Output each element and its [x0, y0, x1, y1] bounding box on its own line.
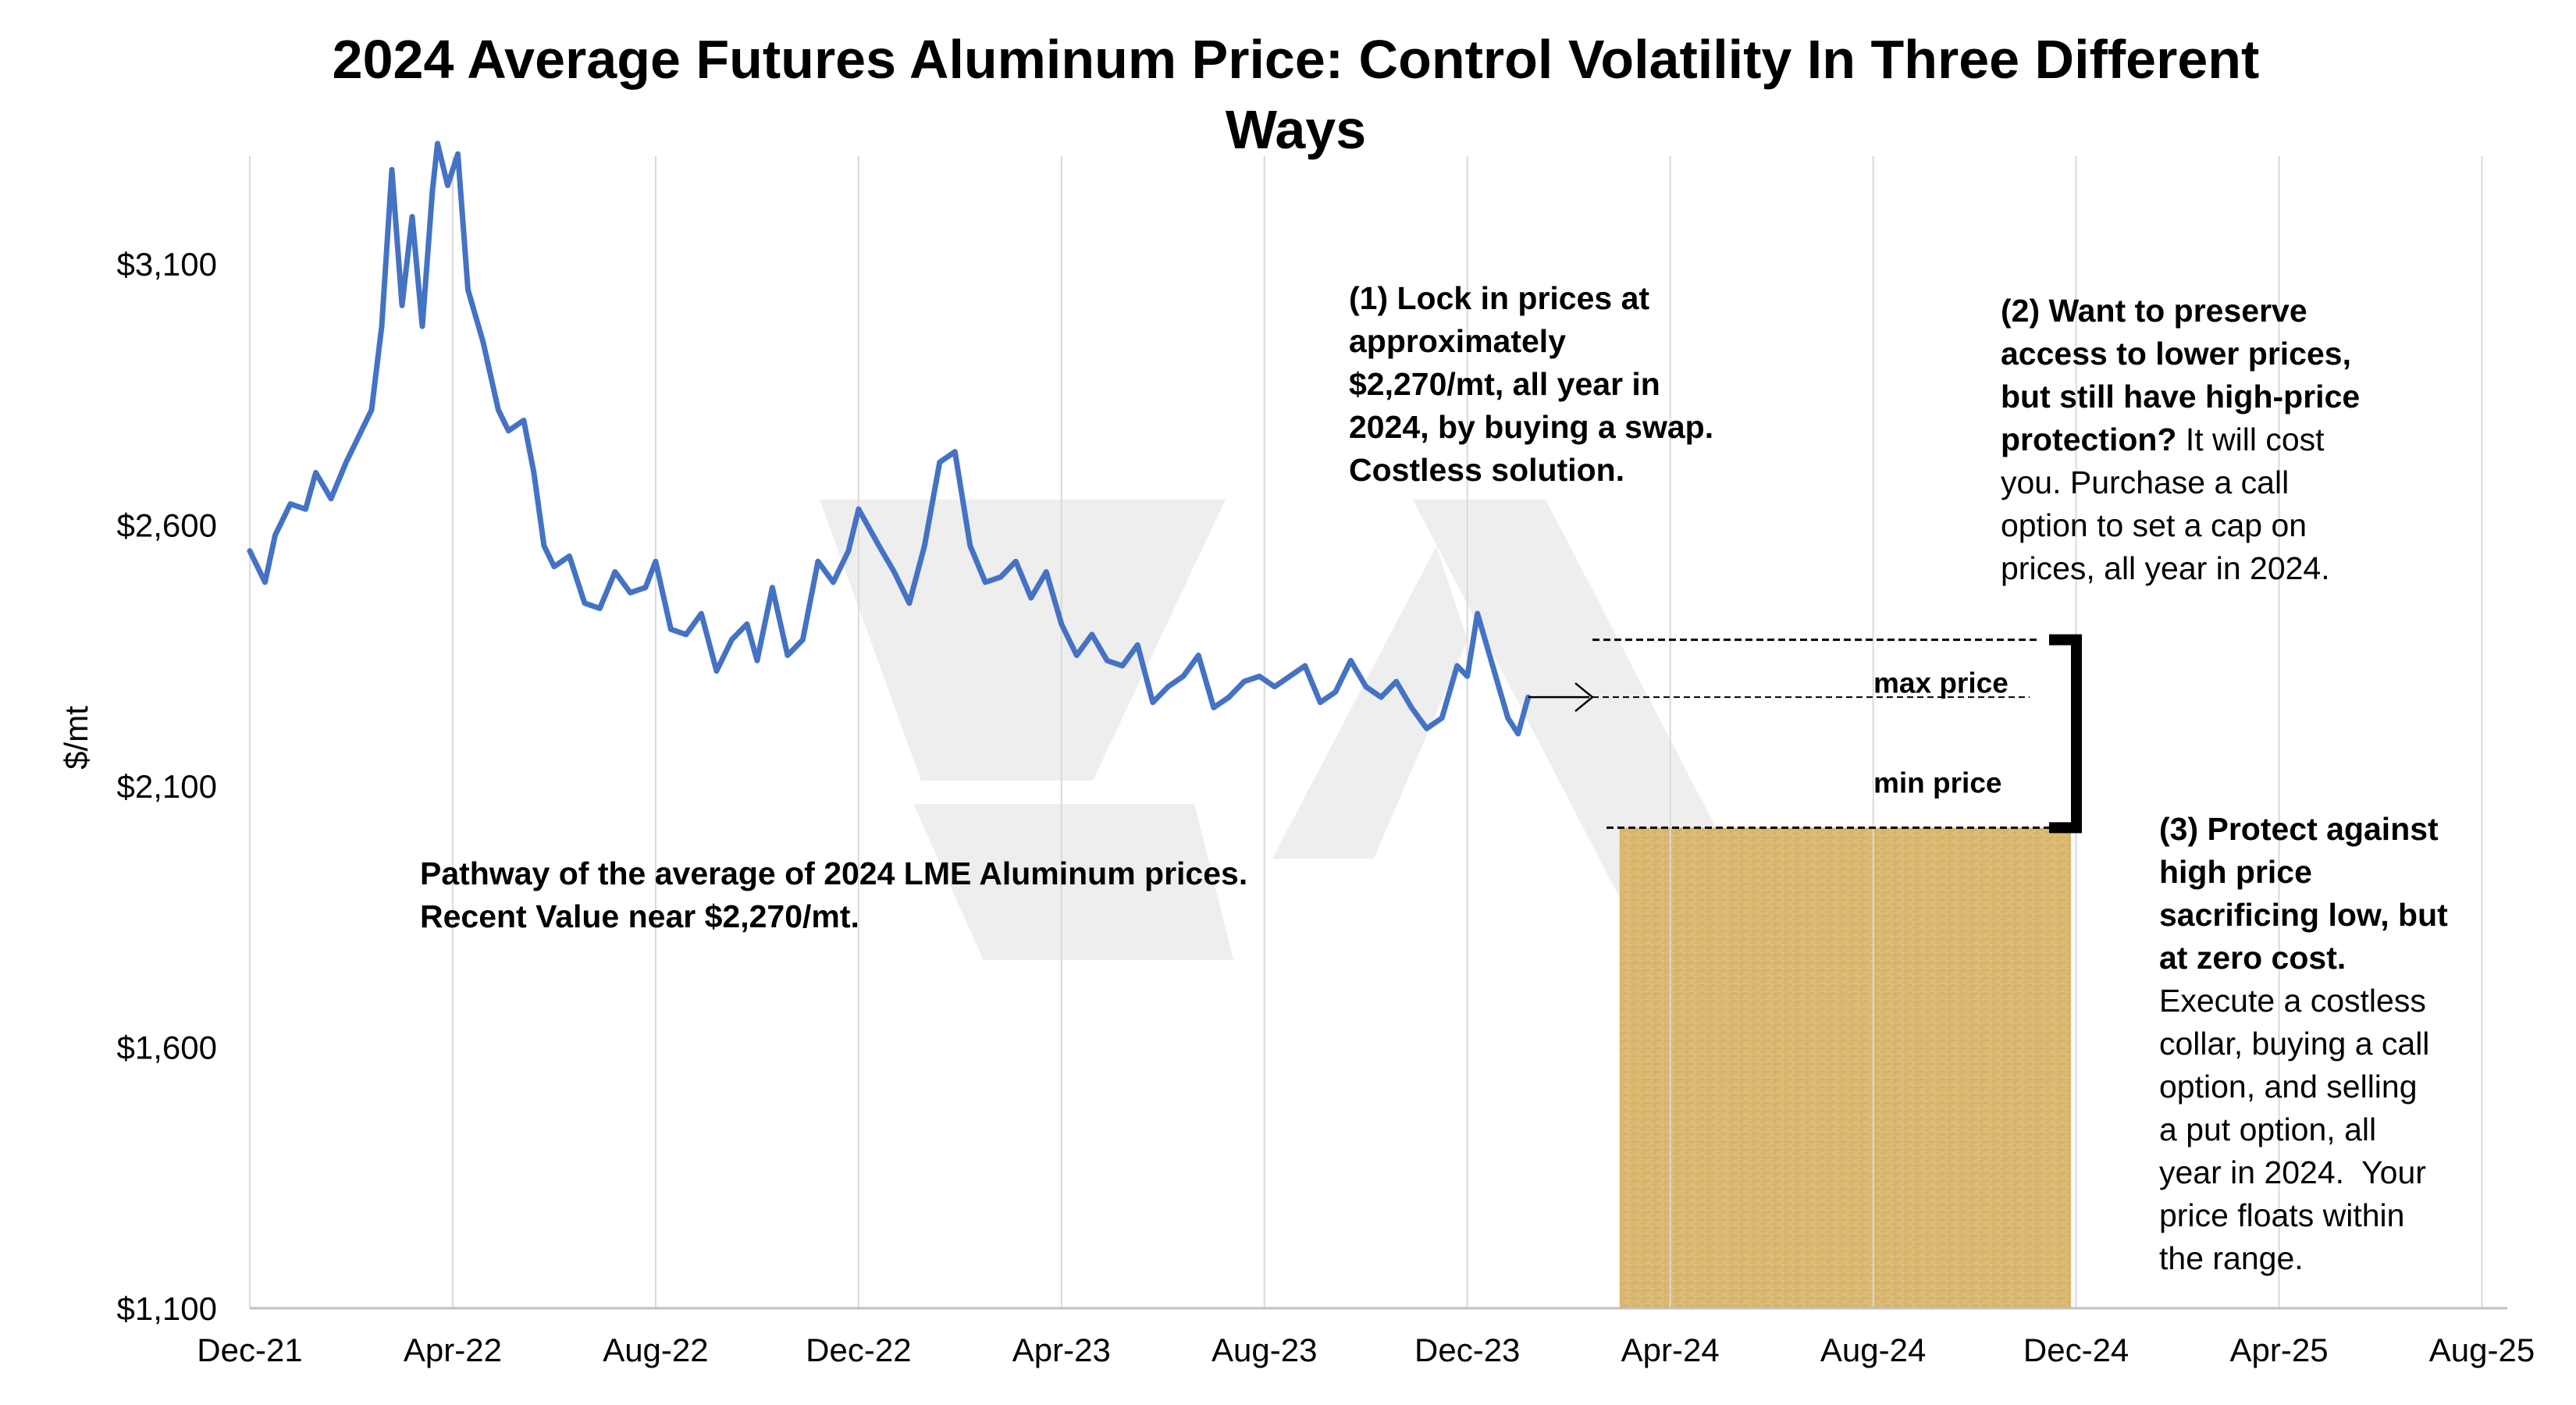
- option-3-line: high price: [2159, 854, 2312, 890]
- x-tick-label: Dec-22: [806, 1332, 911, 1368]
- y-axis-label: $/mt: [58, 706, 94, 770]
- option-3-line: option, and selling: [2159, 1069, 2418, 1104]
- range-bracket: [2049, 634, 2082, 834]
- x-tick-label: Apr-23: [1012, 1332, 1111, 1368]
- pathway-note: Pathway of the average of 2024 LME Alumi…: [420, 852, 1247, 938]
- y-tick-label: $3,100: [117, 246, 217, 283]
- option-2-line: but still have high-price: [2001, 379, 2361, 414]
- gridlines: [249, 156, 2483, 1308]
- option-2-line: option to set a cap on: [2001, 507, 2307, 543]
- collar-range-region: [1619, 827, 2072, 1308]
- option-1-line: 2024, by buying a swap.: [1349, 409, 1714, 445]
- option-1-line: approximately: [1349, 323, 1566, 359]
- option-2-bold-tail: protection?: [2001, 422, 2177, 457]
- option-1-note: (1) Lock in prices at approximately $2,2…: [1349, 277, 1713, 492]
- y-tick-label: $1,600: [117, 1029, 217, 1065]
- x-tick-label: Apr-22: [404, 1332, 502, 1368]
- option-3-line: year in 2024. Your: [2159, 1154, 2426, 1190]
- option-2-line: protection? It will cost: [2001, 418, 2360, 461]
- x-tick-label: Dec-21: [197, 1332, 302, 1368]
- option-3-line: (3) Protect against: [2159, 811, 2439, 847]
- option-3-line: at zero cost.: [2159, 940, 2347, 976]
- y-axis-ticks: $1,100 $1,600 $2,100 $2,600 $3,100: [117, 246, 217, 1327]
- chart-title-line-2: Ways: [1226, 99, 1366, 160]
- price-series-line: [247, 140, 1532, 737]
- chart-title-line-1: 2024 Average Futures Aluminum Price: Con…: [333, 29, 2260, 90]
- x-tick-label: Aug-25: [2429, 1332, 2535, 1368]
- option-1-line: (1) Lock in prices at: [1349, 280, 1650, 316]
- option-1-line: $2,270/mt, all year in: [1349, 366, 1660, 402]
- y-tick-label: $2,100: [117, 768, 217, 805]
- x-tick-label: Dec-23: [1414, 1332, 1520, 1368]
- option-2-plain-head: It will cost: [2176, 422, 2325, 457]
- option-3-line: the range.: [2159, 1240, 2304, 1276]
- option-2-line: (2) Want to preserve: [2001, 293, 2307, 329]
- option-3-line: collar, buying a call: [2159, 1026, 2430, 1062]
- pathway-note-line: Pathway of the average of 2024 LME Alumi…: [420, 855, 1248, 891]
- option-2-note: (2) Want to preserve access to lower pri…: [2001, 290, 2360, 590]
- x-axis-ticks: Dec-21 Apr-22 Aug-22 Dec-22 Apr-23 Aug-23 Dec-…: [197, 1332, 2535, 1368]
- option-3-line: a put option, all: [2159, 1112, 2377, 1147]
- option-3-line: sacrificing low, but: [2159, 897, 2448, 933]
- arrow-icon: [1528, 682, 1594, 713]
- max-price-label: max price: [1873, 667, 2008, 699]
- x-tick-label: Aug-23: [1212, 1332, 1317, 1368]
- option-2-line: prices, all year in 2024.: [2001, 550, 2330, 586]
- option-2-line: you. Purchase a call: [2001, 464, 2290, 500]
- y-tick-label: $2,600: [117, 507, 217, 543]
- x-tick-label: Aug-24: [1820, 1332, 1926, 1368]
- x-tick-label: Apr-24: [1621, 1332, 1720, 1368]
- option-2-line: access to lower prices,: [2001, 336, 2351, 372]
- x-tick-label: Aug-22: [603, 1332, 708, 1368]
- option-3-line: Execute a costless: [2159, 983, 2426, 1019]
- x-tick-label: Apr-25: [2230, 1332, 2329, 1368]
- y-tick-label: $1,100: [117, 1290, 217, 1327]
- option-1-line: Costless solution.: [1349, 452, 1625, 488]
- option-3-note: (3) Protect against high price sacrifici…: [2159, 808, 2448, 1280]
- pathway-note-line: Recent Value near $2,270/mt.: [420, 898, 859, 934]
- option-3-line: price floats within: [2159, 1197, 2405, 1233]
- min-price-label: min price: [1873, 767, 2002, 799]
- x-tick-label: Dec-24: [2023, 1332, 2129, 1368]
